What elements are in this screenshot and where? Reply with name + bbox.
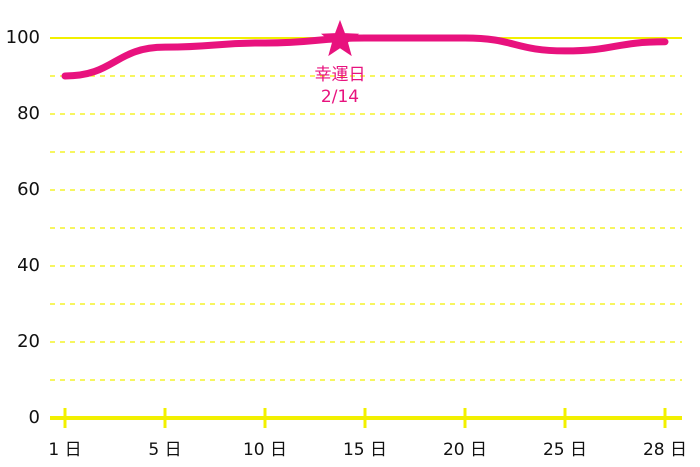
x-tick-label: 25 日 xyxy=(543,440,587,460)
y-tick-label: 20 xyxy=(17,331,40,352)
y-tick-label: 100 xyxy=(6,27,40,48)
annotation-text: 幸運日 xyxy=(315,65,366,85)
x-tick-label: 10 日 xyxy=(243,440,287,460)
lucky-star xyxy=(320,19,360,57)
y-tick-label: 80 xyxy=(17,103,40,124)
x-tick-label: 15 日 xyxy=(343,440,387,460)
y-tick-label: 60 xyxy=(17,179,40,200)
y-tick-label: 40 xyxy=(17,255,40,276)
y-tick-label: 0 xyxy=(29,407,40,428)
x-tick-label: 20 日 xyxy=(443,440,487,460)
x-tick-label: 28 日 xyxy=(643,440,687,460)
x-tick-label: 1 日 xyxy=(48,440,81,460)
x-tick-label: 5 日 xyxy=(148,440,181,460)
annotation-text: 2/14 xyxy=(321,87,359,107)
line xyxy=(61,34,669,80)
